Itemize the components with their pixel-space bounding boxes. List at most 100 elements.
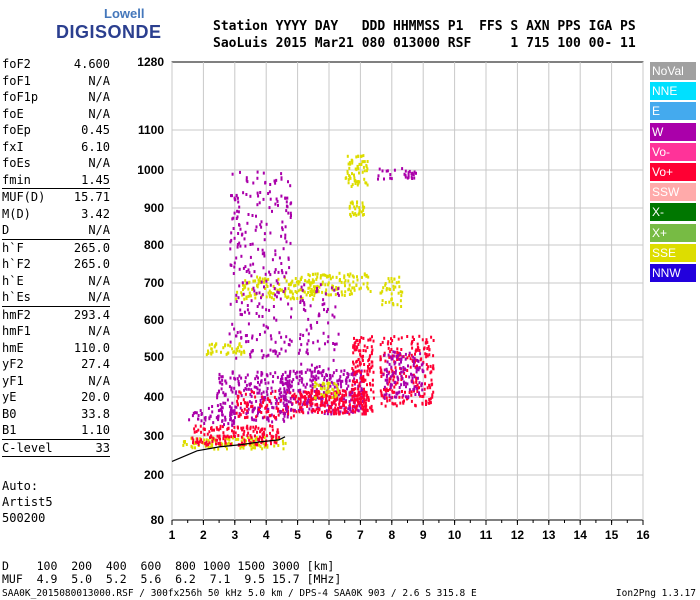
echo-point [254,438,257,441]
echo-point [266,407,269,411]
param-value: N/A [88,90,110,104]
echo-point [310,326,313,330]
echo-point [195,440,198,444]
echo-point [406,335,409,338]
echo-point [358,404,361,408]
echo-point [314,272,317,276]
echo-point [249,263,252,267]
echo-point [257,443,260,447]
echo-point [371,383,374,387]
echo-point [430,383,433,387]
echo-point [361,204,364,208]
echo-point [262,400,264,404]
echo-point [316,405,319,409]
echo-point [355,283,358,287]
echo-point [344,284,346,288]
echo-point [263,254,266,258]
echo-point [432,367,435,371]
echo-point [255,374,258,378]
echo-point [315,365,318,369]
echo-point [266,387,269,390]
echo-point [278,389,281,393]
echo-point [388,393,391,397]
echo-point [351,200,354,204]
echo-point [242,292,245,296]
echo-point [320,401,323,405]
echo-point [406,382,409,386]
echo-point [317,384,320,387]
echo-point [229,443,232,447]
echo-point [346,154,349,158]
echo-point [200,430,203,434]
echo-point [245,443,248,446]
param-row: h`E N/A [2,273,110,290]
echo-point [227,422,230,426]
echo-point [253,292,256,296]
echo-point [237,232,240,235]
echo-point [364,412,367,416]
echo-point [413,385,416,389]
echo-point [247,322,250,326]
echo-point [194,411,197,415]
echo-point [284,441,287,445]
echo-point [346,273,349,277]
echo-point [273,444,276,448]
echo-point [326,374,328,378]
echo-point [294,397,297,401]
echo-point [354,381,356,384]
echo-point [295,291,298,295]
echo-point [240,254,243,258]
echo-point [204,418,207,422]
echo-point [229,340,232,344]
echo-point [241,428,244,432]
echo-point [380,291,383,295]
echo-point [267,419,270,423]
echo-point [357,343,360,346]
echo-point [221,406,224,410]
echo-point [360,392,363,396]
echo-point [276,375,279,379]
echo-point [228,332,231,336]
echo-point [413,375,416,379]
echo-point [256,414,259,418]
echo-point [272,297,275,301]
echo-point [290,384,293,388]
echo-point [419,394,422,398]
echo-point [289,297,292,301]
echo-point [352,213,355,217]
param-name: MUF(D) [2,190,46,204]
echo-point [254,228,257,232]
echo-point [280,172,283,176]
echo-point [409,357,412,361]
echo-point [356,369,359,373]
echo-point [218,441,221,445]
echo-point [232,421,235,425]
echo-point [361,355,364,359]
echo-point [417,368,420,372]
echo-point [218,389,220,393]
echo-point [239,244,242,248]
echo-point [282,397,285,401]
echo-point [216,396,219,400]
echo-point [235,194,238,198]
param-value: 27.4 [81,357,110,371]
echo-point [305,293,308,297]
echo-point [255,291,258,295]
echo-point [381,303,384,307]
param-row: hmF1 N/A [2,323,110,340]
echo-point [258,383,261,387]
param-separator [2,238,110,240]
echo-point [269,348,272,352]
echo-point [323,308,325,312]
echo-point [288,266,291,270]
echo-point [323,384,326,388]
echo-point [217,447,220,451]
x-tick-label: 14 [574,528,588,542]
echo-point [232,431,235,435]
logo-line1: Lowell [104,6,145,21]
echo-point [307,286,310,290]
echo-point [403,399,405,403]
echo-point [332,388,335,392]
echo-point [361,213,364,217]
echo-point [256,285,259,289]
